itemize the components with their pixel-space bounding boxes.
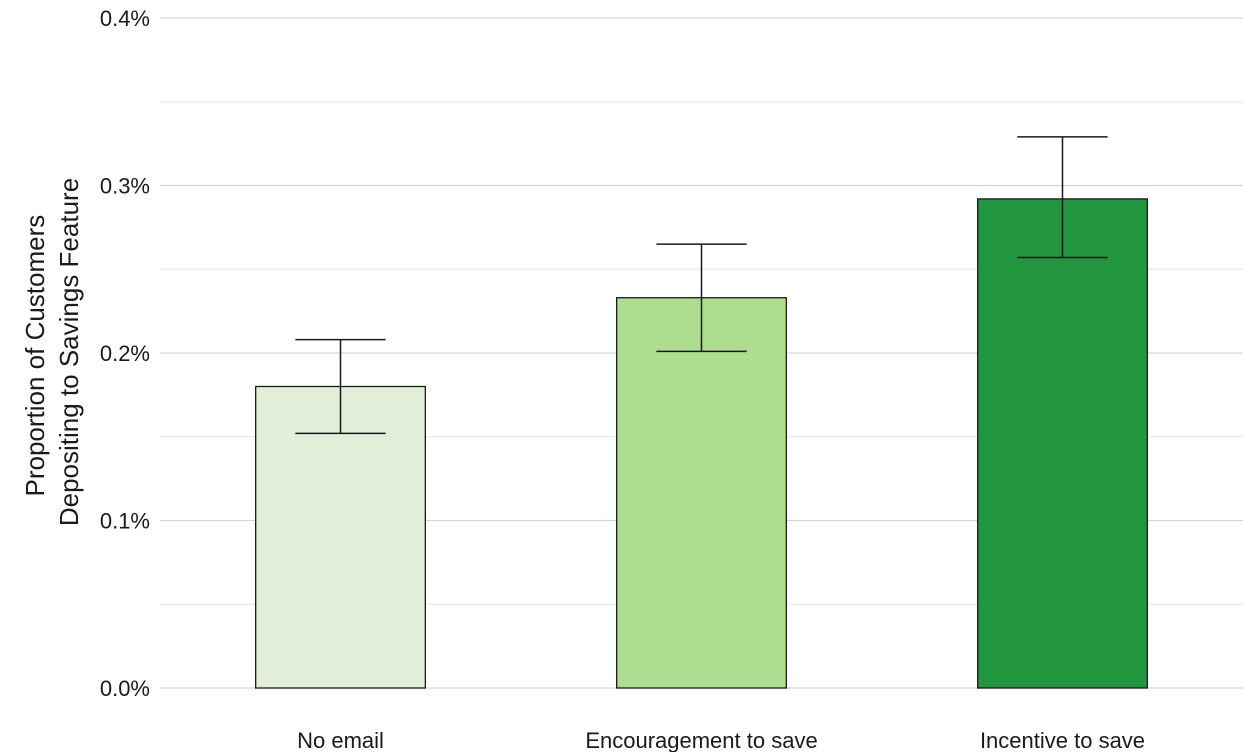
y-axis-title: Proportion of Customers Depositing to Sa… [20, 178, 84, 526]
bars [255, 198, 1148, 689]
x-tick-label: Encouragement to save [585, 728, 817, 752]
y-tick-label: 0.3% [100, 174, 150, 199]
y-tick-label: 0.0% [100, 676, 150, 701]
y-axis-ticks: 0.0% 0.1% 0.2% 0.3% 0.4% [100, 6, 150, 701]
bar-0 [255, 385, 426, 689]
error-bars [295, 136, 1108, 435]
error-bar-2 [1017, 136, 1108, 259]
error-bar-0 [295, 338, 386, 435]
y-tick-label: 0.4% [100, 6, 150, 31]
x-axis-ticks: No email Encouragement to save Incentive t… [297, 728, 1145, 752]
x-tick-label: Incentive to save [980, 728, 1145, 752]
y-axis-title-line-1: Proportion of Customers [20, 215, 50, 497]
error-bar-1 [656, 243, 747, 353]
x-tick-label: No email [297, 728, 384, 752]
bar-1 [616, 297, 787, 689]
y-tick-label: 0.1% [100, 509, 150, 534]
y-tick-label: 0.2% [100, 341, 150, 366]
bar-2 [977, 198, 1148, 689]
y-axis-title-line-2: Depositing to Savings Feature [54, 178, 84, 526]
